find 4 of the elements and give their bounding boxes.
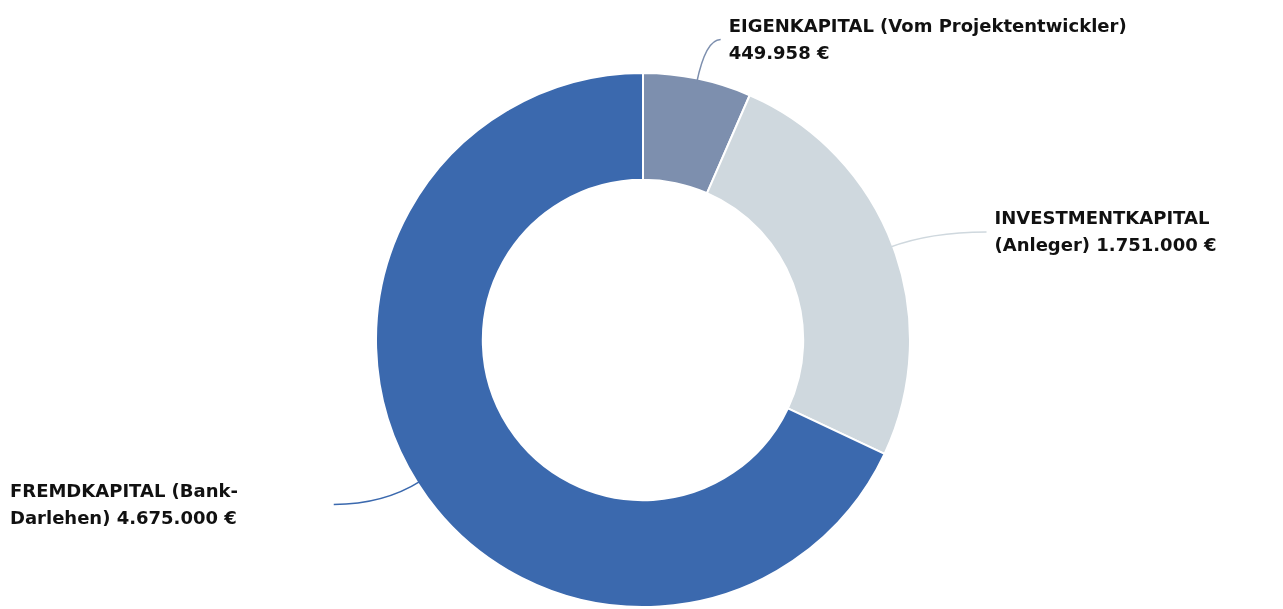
slice-label: FREMDKAPITAL (Bank-Darlehen) 4.675.000 € <box>10 479 238 528</box>
slice-label: INVESTMENTKAPITAL (Anleger) 1.751.000 € <box>994 207 1217 256</box>
slice-label: EIGENKAPITAL (Vom Projektentwickler) <box>728 14 1127 36</box>
data-label: 449.958 € <box>728 41 830 63</box>
